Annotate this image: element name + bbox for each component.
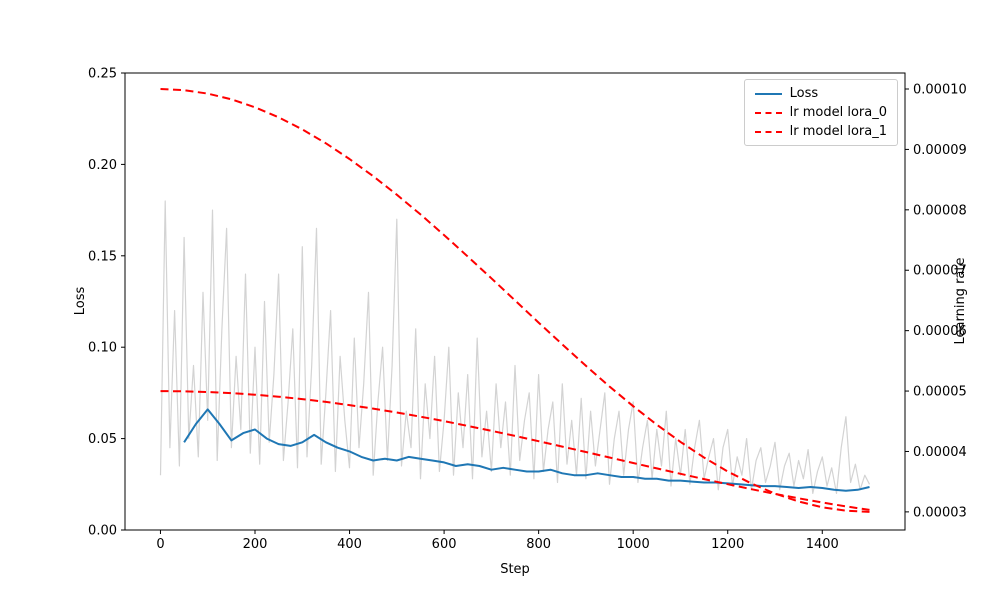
x-tick-label: 1400 [806,537,839,552]
y-tick-label-left: 0.15 [88,249,117,264]
x-tick-label: 0 [156,537,164,552]
plot-border [124,72,906,531]
y-tick-label-left: 0.10 [88,341,117,356]
legend: Loss lr model lora_0 lr model lora_1 [743,79,898,146]
lr-lora-1-line-sample [754,130,782,133]
y-tick-label-left: 0.00 [88,524,117,539]
lr-lora-1-line [160,390,870,511]
x-axis-label: Step [500,562,530,577]
x-tick-label: 1000 [617,537,650,552]
y-tick-label-right: 0.00007 [913,264,967,279]
plot-area: 0 200 400 600 800 1000 1200 1400 0.00 0.05 0.10 0.1… [88,67,967,553]
y-tick-label-right: 0.00010 [913,83,967,98]
y-axis-label-left: Loss [73,287,88,316]
x-tick-label: 200 [243,537,268,552]
legend-item-lr-lora-1: lr model lora_1 [754,124,887,139]
lr-lora-0-line-sample [754,111,782,114]
y-tick-label-right: 0.00008 [913,203,967,218]
y-tick-label-left: 0.05 [88,432,117,447]
y-tick-label-right: 0.00009 [913,143,967,158]
y-tick-label-left: 0.20 [88,158,117,173]
legend-item-lr-lora-0: lr model lora_0 [754,105,887,120]
legend-item-loss: Loss [754,86,887,101]
x-tick-label: 800 [526,537,551,552]
x-tick-label: 1200 [711,537,744,552]
x-tick-label: 600 [432,537,457,552]
lr-lora-0-line [160,88,870,513]
y-tick-label-right: 0.00003 [913,505,967,520]
x-tick-label: 400 [337,537,362,552]
y-tick-label-left: 0.25 [88,67,117,82]
raw-loss-line [159,200,871,494]
y-tick-label-right: 0.00005 [913,385,967,400]
legend-label: Loss [789,86,819,101]
loss-line-sample [754,92,782,95]
y-tick-label-right: 0.00004 [913,445,967,460]
y-tick-label-right: 0.00006 [913,324,967,339]
legend-label: lr model lora_0 [789,105,887,120]
legend-label: lr model lora_1 [789,124,887,139]
y-axis-label-right: Learning rate [953,258,968,345]
